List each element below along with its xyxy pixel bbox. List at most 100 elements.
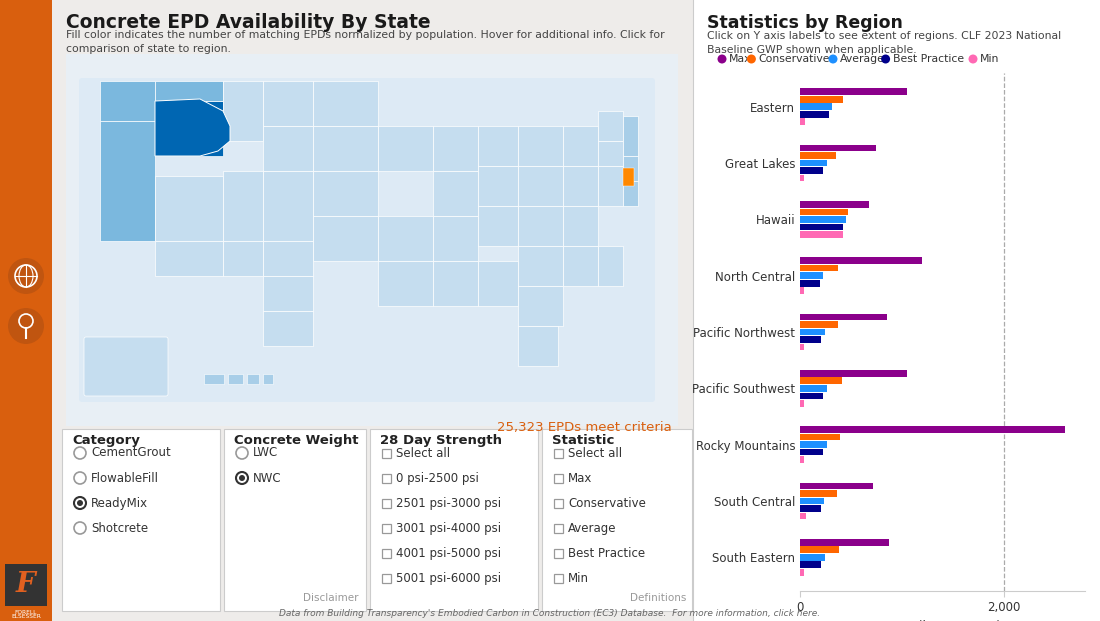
FancyBboxPatch shape xyxy=(66,54,678,426)
Text: Fill color indicates the number of matching EPDs normalized by population. Hover: Fill color indicates the number of match… xyxy=(66,30,664,54)
Text: NWC: NWC xyxy=(253,471,282,484)
Circle shape xyxy=(77,500,82,506)
Circle shape xyxy=(717,55,726,63)
X-axis label: GWP (kgCO2e/m3): GWP (kgCO2e/m3) xyxy=(884,620,1001,621)
Bar xyxy=(314,126,378,171)
Bar xyxy=(598,246,623,286)
Circle shape xyxy=(236,447,248,459)
Bar xyxy=(52,0,693,621)
Bar xyxy=(800,561,822,568)
Bar xyxy=(800,569,804,576)
Text: Concrete Weight: Concrete Weight xyxy=(234,434,359,447)
Bar xyxy=(223,81,263,141)
Bar xyxy=(563,206,598,246)
Bar xyxy=(800,329,825,335)
Bar xyxy=(478,126,518,166)
Bar xyxy=(800,201,869,207)
Bar xyxy=(800,314,887,320)
FancyBboxPatch shape xyxy=(62,429,220,611)
Text: Min: Min xyxy=(568,572,588,585)
Text: Data from Building Transparency's Embodied Carbon in Construction (EC3) Database: Data from Building Transparency's Embodi… xyxy=(279,609,821,618)
Circle shape xyxy=(8,308,44,344)
Text: Max: Max xyxy=(568,472,593,485)
Text: FORELL: FORELL xyxy=(14,609,37,615)
Bar xyxy=(563,166,598,206)
Bar xyxy=(518,286,563,326)
Text: 25,323 EPDs meet criteria: 25,323 EPDs meet criteria xyxy=(497,421,672,434)
Bar xyxy=(800,554,825,561)
Bar xyxy=(100,121,155,241)
Bar xyxy=(554,574,563,583)
Bar xyxy=(378,216,433,261)
Text: Average: Average xyxy=(840,54,884,64)
Bar xyxy=(800,145,877,152)
Bar xyxy=(433,126,478,171)
Polygon shape xyxy=(155,99,230,156)
Text: 4001 psi-5000 psi: 4001 psi-5000 psi xyxy=(396,547,502,560)
Bar xyxy=(518,126,563,166)
FancyBboxPatch shape xyxy=(224,429,366,611)
Bar xyxy=(155,81,223,101)
Bar xyxy=(800,400,804,407)
Bar xyxy=(554,524,563,533)
Bar xyxy=(554,549,563,558)
Bar xyxy=(800,257,922,264)
Text: 28 Day Strength: 28 Day Strength xyxy=(379,434,502,447)
Bar xyxy=(800,280,821,286)
Text: Click on Y axis labels to see extent of regions. CLF 2023 National
Baseline GWP : Click on Y axis labels to see extent of … xyxy=(707,31,1062,55)
Bar xyxy=(382,524,390,533)
Bar xyxy=(800,88,906,95)
Bar xyxy=(314,171,378,216)
Bar xyxy=(6,564,47,606)
Bar xyxy=(800,442,827,448)
Bar xyxy=(223,241,263,276)
Bar xyxy=(382,474,390,483)
Bar xyxy=(478,206,518,246)
Bar xyxy=(800,497,824,504)
Bar xyxy=(800,490,837,497)
Text: LWC: LWC xyxy=(253,446,278,460)
Bar xyxy=(800,456,804,463)
Bar xyxy=(518,246,563,286)
Bar xyxy=(800,224,843,230)
Bar xyxy=(800,539,889,545)
Bar xyxy=(554,449,563,458)
Bar xyxy=(800,321,838,328)
Bar xyxy=(623,156,638,181)
Text: Statistics by Region: Statistics by Region xyxy=(707,14,903,32)
Bar xyxy=(623,181,638,206)
FancyBboxPatch shape xyxy=(84,337,168,396)
Circle shape xyxy=(74,522,86,534)
Bar xyxy=(800,546,838,553)
Bar xyxy=(800,104,832,110)
Text: 2501 psi-3000 psi: 2501 psi-3000 psi xyxy=(396,497,502,510)
Bar xyxy=(204,374,224,384)
Bar xyxy=(433,171,478,216)
Bar xyxy=(155,241,223,276)
Bar xyxy=(800,265,838,271)
Bar xyxy=(263,276,313,311)
Bar xyxy=(693,0,1100,621)
Bar xyxy=(598,111,623,141)
Text: CementGrout: CementGrout xyxy=(91,446,170,460)
Text: Min: Min xyxy=(980,54,1000,64)
Bar xyxy=(478,166,518,206)
Circle shape xyxy=(239,475,245,481)
Bar xyxy=(800,449,824,455)
Bar xyxy=(263,241,313,276)
Bar xyxy=(155,101,223,156)
Bar xyxy=(0,0,52,621)
Circle shape xyxy=(74,497,86,509)
Text: Shotcrete: Shotcrete xyxy=(91,522,148,535)
Bar xyxy=(554,499,563,508)
Bar xyxy=(800,512,805,519)
Bar xyxy=(263,171,313,241)
Text: Average: Average xyxy=(568,522,616,535)
Bar xyxy=(800,119,805,125)
Bar xyxy=(382,499,390,508)
Text: 3001 psi-4000 psi: 3001 psi-4000 psi xyxy=(396,522,502,535)
Bar xyxy=(800,336,822,343)
Circle shape xyxy=(74,472,86,484)
Bar xyxy=(378,261,433,306)
Bar xyxy=(518,166,563,206)
